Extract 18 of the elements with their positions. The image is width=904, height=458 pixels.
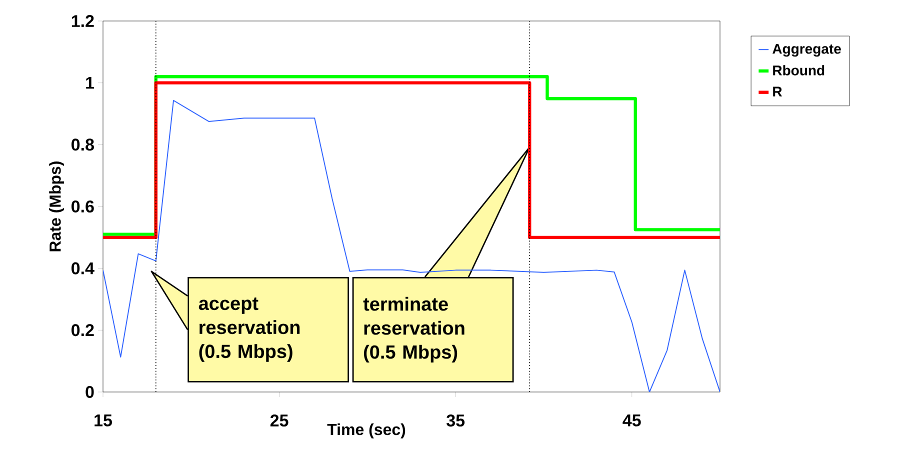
- legend-label: Aggregate: [772, 44, 841, 57]
- x-axis-title: Time (sec): [327, 423, 406, 438]
- legend-label: R: [773, 86, 782, 96]
- y-tick-label: 1.2: [72, 15, 94, 27]
- x-tick-label: 25: [270, 414, 288, 427]
- y-tick-label: 0.6: [72, 200, 94, 213]
- legend-label: Rbound: [773, 65, 824, 76]
- annotation: terminate reservation (0.5 Mbps): [363, 296, 464, 363]
- y-tick-label: 0: [86, 386, 94, 398]
- y-tick-label: 0.4: [72, 262, 94, 274]
- y-tick-label: 0.8: [72, 138, 94, 151]
- x-tick-label: 15: [94, 414, 112, 426]
- x-tick-label: 45: [622, 414, 641, 426]
- y-tick-label: 1: [86, 76, 94, 89]
- x-tick-label: 35: [446, 414, 465, 427]
- y-tick-label: 0.2: [72, 324, 94, 336]
- y-axis-title: Rate (Mbps): [49, 162, 64, 252]
- annotation: accept reservation (0.5 Mbps): [198, 298, 300, 362]
